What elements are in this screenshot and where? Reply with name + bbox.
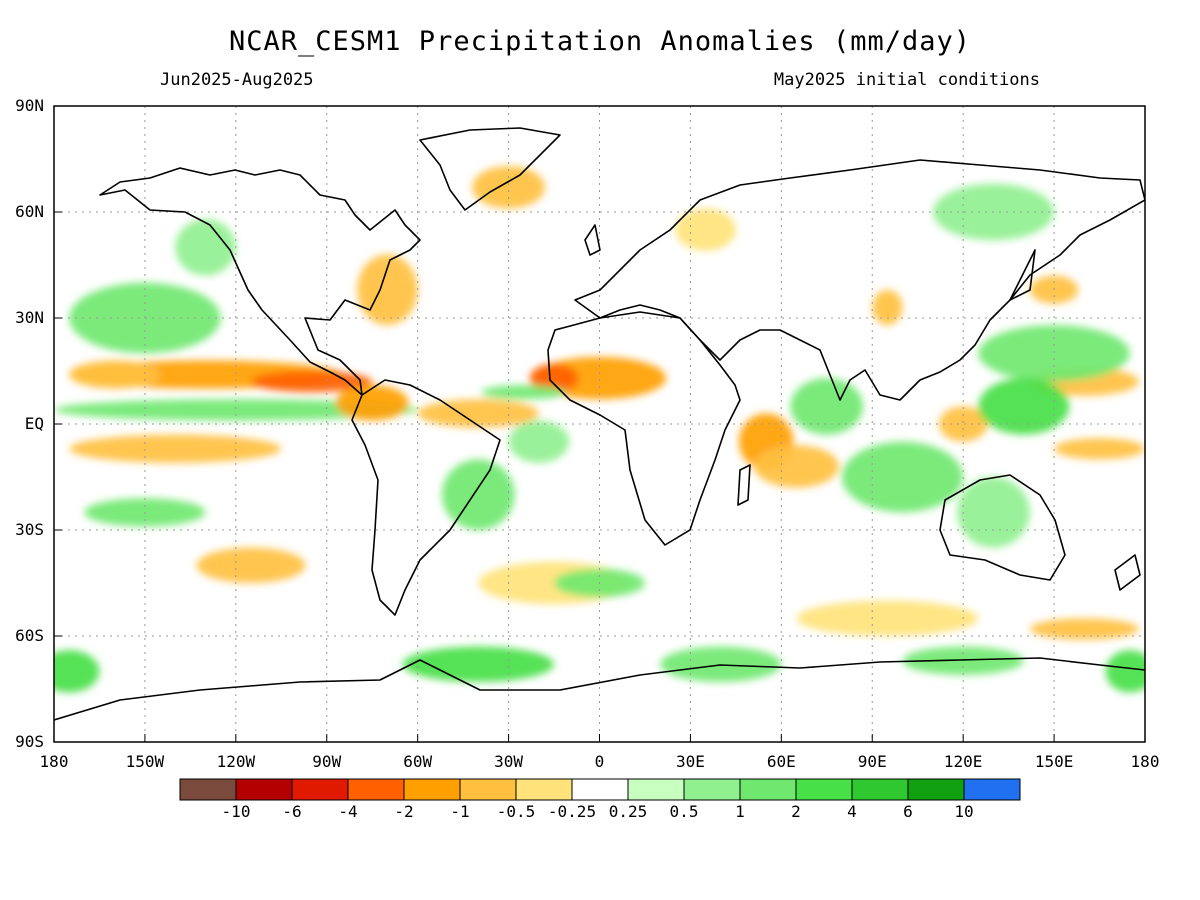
colorbar: [179, 778, 1021, 801]
grid-lines: [54, 106, 1145, 742]
anomaly-patch: [1105, 650, 1145, 693]
lon-label: 120W: [216, 752, 256, 771]
lat-label: 60N: [15, 202, 44, 221]
anomaly-patch: [402, 646, 555, 682]
lon-label: 150E: [1034, 752, 1074, 771]
coast-greenland: [419, 127, 561, 211]
colorbar-swatch: [963, 778, 1021, 801]
coast-japan: [1009, 249, 1036, 301]
colorbar-swatch: [235, 778, 293, 801]
anomaly-patch: [529, 363, 579, 393]
lon-label: 0: [594, 752, 605, 771]
anomaly-patch: [841, 441, 964, 513]
coast-madagascar: [737, 464, 751, 506]
lat-label: 90S: [15, 732, 44, 751]
anomaly-patch: [508, 420, 570, 463]
forecast-period: Jun2025-Aug2025: [160, 70, 314, 90]
anomaly-patch: [357, 254, 418, 326]
colorbar-swatch: [739, 778, 797, 801]
axis-ticks: [53, 105, 1146, 743]
colorbar-label: 4: [847, 802, 857, 821]
anomaly-patch: [175, 219, 236, 276]
map-title: NCAR_CESM1 Precipitation Anomalies (mm/d…: [229, 26, 971, 57]
colorbar-swatch: [403, 778, 461, 801]
lat-label: 30S: [15, 520, 44, 539]
colorbar-label: -0.5: [496, 802, 536, 821]
anomaly-patch: [796, 600, 979, 636]
anomaly-patch: [250, 371, 373, 393]
colorbar-label: 10: [954, 802, 974, 821]
colorbar-label: 1: [735, 802, 745, 821]
anomaly-patch: [69, 434, 282, 463]
lat-label: 90N: [15, 96, 44, 115]
lon-label: 150W: [125, 752, 165, 771]
colorbar-swatch: [571, 778, 629, 801]
anomaly-patch: [417, 399, 539, 428]
colorbar-label: -10: [221, 802, 251, 821]
colorbar-label: -2: [394, 802, 414, 821]
colorbar-label: -6: [282, 802, 302, 821]
coastlines: [54, 127, 1145, 721]
anomaly-patch: [481, 385, 567, 400]
anomaly-patch: [790, 378, 864, 435]
colorbar-swatch: [907, 778, 965, 801]
coast-north-america: [99, 167, 421, 396]
anomaly-patch: [978, 378, 1070, 435]
lon-label: 90E: [857, 752, 887, 771]
coast-new-zealand: [1114, 554, 1141, 591]
colorbar-label: 0.25: [608, 802, 648, 821]
anomaly-patch: [441, 459, 515, 530]
lat-label: EQ: [24, 414, 44, 433]
lon-label: 90W: [312, 752, 342, 771]
colorbar-label: 2: [791, 802, 801, 821]
coast-antarctica: [54, 657, 1145, 721]
colorbar-swatch: [347, 778, 405, 801]
lon-label: 60E: [766, 752, 796, 771]
anomaly-patch: [754, 445, 839, 488]
anomaly-patch: [938, 406, 988, 442]
anomaly-patch: [957, 476, 1030, 548]
coast-uk: [584, 224, 601, 256]
colorbar-swatch: [179, 778, 237, 801]
anomaly-patch: [1054, 438, 1145, 460]
colorbar-label: 0.5: [669, 802, 699, 821]
lat-label: 30N: [15, 308, 44, 327]
anomaly-patch: [196, 547, 306, 583]
anomaly-patch: [472, 166, 545, 209]
colorbar-swatch: [459, 778, 517, 801]
lon-label: 30W: [494, 752, 524, 771]
anomaly-patch: [335, 385, 409, 421]
colorbar-swatch: [627, 778, 685, 801]
colorbar-swatch: [291, 778, 349, 801]
lon-label: 60W: [403, 752, 433, 771]
lon-label: 180: [1130, 752, 1160, 771]
coast-south-america: [351, 379, 501, 616]
colorbar-label: -0.25: [547, 802, 597, 821]
coast-eurasia: [574, 159, 1145, 401]
lon-label: 180: [39, 752, 69, 771]
colorbar-label: -1: [450, 802, 470, 821]
lon-label: 30E: [675, 752, 705, 771]
lat-label: 60S: [15, 626, 44, 645]
anomaly-patch: [54, 650, 100, 693]
anomaly-patch: [69, 360, 161, 389]
colorbar-swatch: [683, 778, 741, 801]
initial-conditions: May2025 initial conditions: [773, 70, 1040, 90]
colorbar-swatch: [795, 778, 853, 801]
colorbar-label: 6: [903, 802, 913, 821]
anomaly-patch: [1029, 618, 1139, 640]
coast-australia: [939, 474, 1066, 581]
colorbar-swatch: [515, 778, 573, 801]
colorbar-swatch: [851, 778, 909, 801]
anomaly-patch: [978, 325, 1130, 382]
colorbar-label: -4: [338, 802, 358, 821]
anomaly-patch: [872, 289, 903, 326]
lon-label: 120E: [943, 752, 983, 771]
